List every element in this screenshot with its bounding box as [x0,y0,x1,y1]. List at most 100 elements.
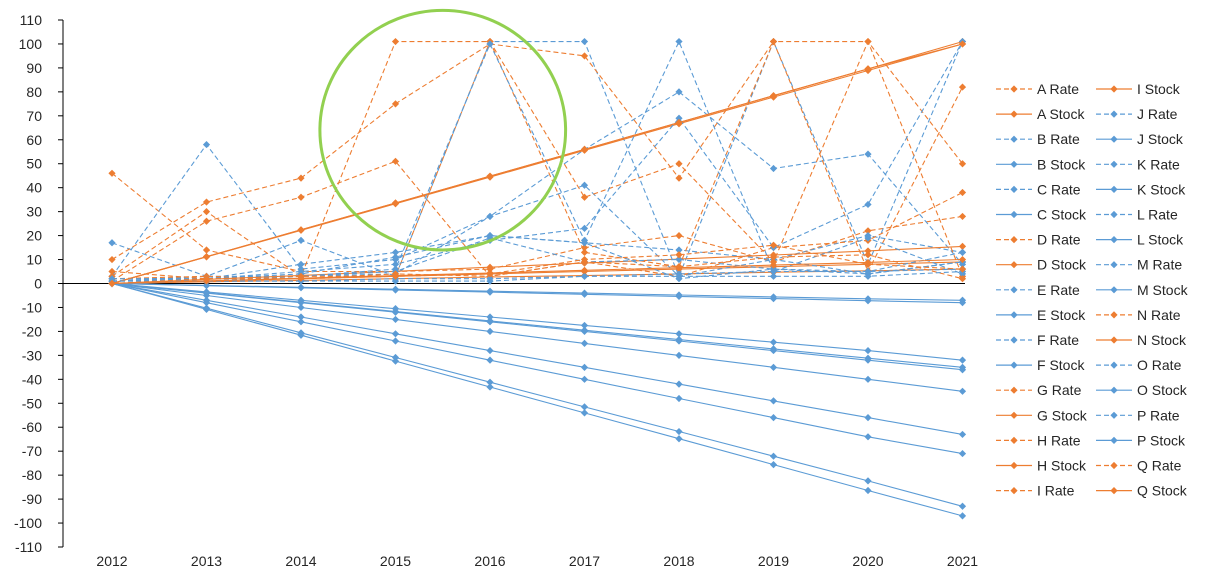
data-point [958,430,967,439]
data-point [486,275,494,283]
legend-item: I Rate [996,483,1075,499]
x-tick-label: 2012 [96,553,127,568]
legend-item: P Rate [1096,407,1180,423]
x-tick-label: 2021 [947,553,978,568]
y-tick-label: -30 [22,347,42,363]
legend-label: D Rate [1037,232,1081,248]
series-line [111,244,963,285]
data-point [769,272,778,280]
data-point [202,282,211,290]
y-tick-label: 60 [26,132,42,148]
y-tick-label: 100 [19,36,43,52]
data-point [675,114,683,122]
data-point [297,284,305,292]
legend: A Rate A Stock B Rate B Stock C Rate C Stock D… [996,81,1189,499]
data-point [675,330,683,338]
legend-label: C Rate [1037,181,1081,197]
legend-label: M Stock [1137,282,1189,298]
data-point [675,351,683,359]
data-point [580,339,589,347]
legend-label: A Stock [1037,106,1085,122]
legend-item: L Rate [1096,207,1178,223]
y-tick-label: -70 [22,443,42,459]
legend-label: B Stock [1037,156,1086,172]
data-point [864,150,872,158]
series-line [111,282,963,517]
data-point [769,397,778,405]
data-point [391,315,400,324]
series-line [111,258,963,285]
data-point [675,270,683,278]
data-point [864,414,872,422]
highlight-circle [318,8,568,252]
legend-item: N Stock [1096,332,1187,348]
data-point [958,212,967,221]
legend-label: N Stock [1137,332,1187,348]
data-point [958,387,967,395]
legend-item: O Rate [1096,357,1182,373]
data-point [864,486,872,495]
series-j-stock [108,279,967,439]
legend-item: M Rate [1096,257,1182,273]
data-point [486,378,494,386]
data-point [202,305,211,313]
legend-item: C Rate [996,181,1081,197]
y-tick-label: 110 [20,12,43,28]
data-point [675,246,683,254]
data-point [864,251,872,259]
data-point [580,375,589,383]
legend-item: F Rate [996,332,1079,348]
series-line [111,251,963,285]
data-point [958,502,967,510]
legend-item: H Rate [996,432,1081,448]
legend-item: N Rate [1096,307,1181,323]
legend-marker [1010,487,1018,495]
legend-item: K Stock [1096,181,1186,197]
legend-item: B Rate [996,131,1080,147]
data-point [297,174,305,182]
legend-marker [1110,411,1118,419]
data-point [202,208,211,216]
data-point [864,234,872,242]
data-point [769,294,778,303]
legend-marker [1110,185,1118,193]
data-point [580,326,589,334]
data-point [958,248,967,256]
legend-item: B Stock [996,156,1086,172]
data-point [864,272,872,280]
legend-marker [1110,261,1118,269]
legend-item: P Stock [1096,432,1186,448]
data-point [675,118,683,127]
data-point [958,83,967,91]
data-point [202,198,211,206]
series-line [111,40,963,278]
data-point [958,363,967,371]
data-point [958,188,967,197]
data-point [391,337,400,345]
series-line [111,40,964,280]
legend-label: J Stock [1137,131,1184,147]
legend-marker [1010,160,1018,168]
data-point [769,253,778,261]
data-point [297,313,305,321]
series-line [112,237,963,280]
legend-item: Q Rate [1096,458,1182,474]
legend-item: E Rate [996,282,1080,298]
x-tick-label: 2015 [380,553,411,568]
data-point [864,477,872,485]
legend-item: M Stock [1096,282,1189,298]
data-point [675,380,683,388]
legend-label: M Rate [1137,257,1182,273]
series-line [111,282,963,368]
y-tick-label: -90 [22,491,42,507]
data-point [769,345,778,353]
data-point [297,226,305,234]
legend-label: P Rate [1137,407,1180,423]
y-tick-label: -60 [22,419,42,435]
data-point [202,140,211,149]
data-point [580,363,589,371]
legend-label: E Rate [1037,282,1080,298]
data-point [769,414,778,422]
data-point [958,242,967,250]
legend-marker [1110,286,1118,294]
